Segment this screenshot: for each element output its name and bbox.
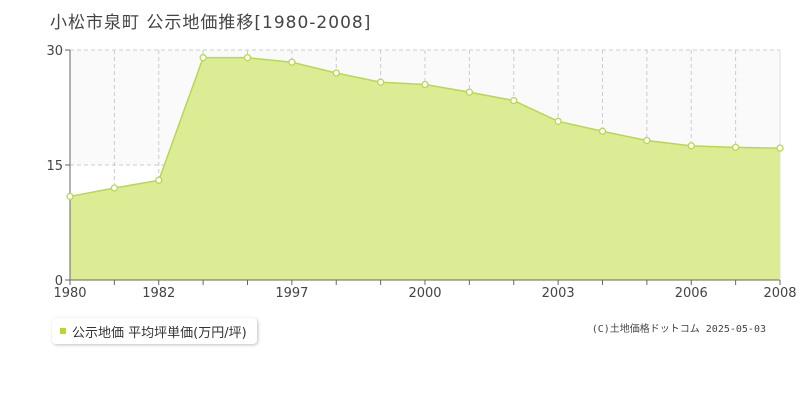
y-tick-label: 15 (46, 159, 63, 174)
y-tick-label: 0 (55, 274, 63, 289)
data-point (554, 117, 562, 125)
data-point (243, 54, 252, 62)
data-point (687, 142, 695, 150)
data-point (199, 54, 207, 62)
area-fill (70, 57, 780, 280)
chart-title: 小松市泉町 公示地価推移[1980-2008] (50, 13, 372, 33)
x-tick-label: 1997 (275, 286, 308, 301)
data-point (288, 58, 296, 66)
copyright-text: (C)土地価格ドットコム 2025-05-03 (591, 324, 766, 335)
x-tick-label: 2003 (542, 286, 575, 301)
data-point (110, 184, 119, 192)
x-tick-label: 1982 (142, 286, 175, 301)
legend-swatch (60, 328, 66, 334)
data-point (376, 78, 385, 86)
legend: 公示地価 平均坪単価(万円/坪) (52, 318, 257, 344)
data-point (465, 88, 474, 96)
data-point (598, 127, 607, 135)
data-point (510, 96, 518, 105)
data-point (66, 192, 74, 201)
legend-label: 公示地価 平均坪単価(万円/坪) (72, 325, 247, 341)
data-point (155, 176, 163, 184)
x-tick-label: 2000 (408, 286, 441, 301)
x-tick-label: 1980 (53, 286, 86, 301)
data-point (643, 136, 651, 145)
x-tick-label: 2008 (763, 286, 796, 301)
data-point (731, 143, 740, 152)
x-tick-label: 2006 (675, 286, 708, 301)
data-point (776, 144, 784, 152)
data-point (332, 69, 340, 77)
y-tick-label: 30 (46, 44, 63, 59)
data-point (421, 80, 429, 89)
chart-area: 0 15 30 1980 1982 1997 2000 2003 2006 2008 (46, 44, 796, 301)
